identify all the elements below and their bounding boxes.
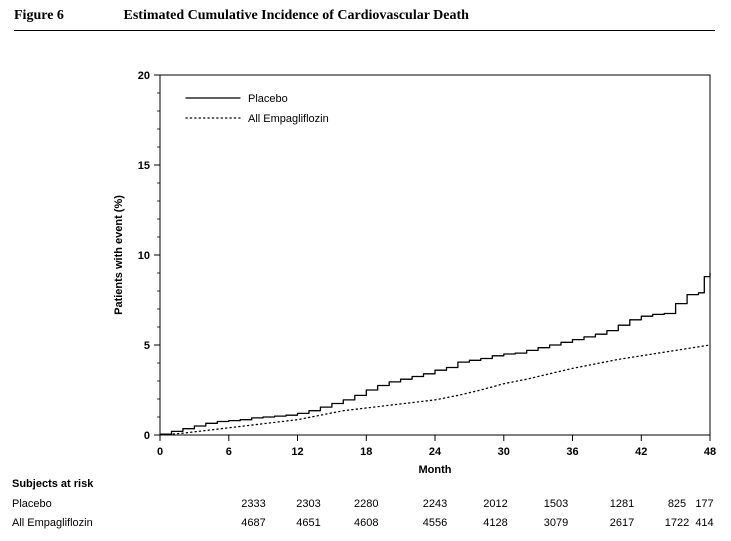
x-tick-label: 30	[498, 446, 510, 458]
legend-label-all-empagliflozin: All Empagliflozin	[248, 113, 329, 125]
y-tick-label: 5	[144, 340, 150, 352]
risk-row-label-all-empagliflozin: All Empagliflozin	[12, 517, 93, 529]
risk-value: 1503	[544, 498, 568, 510]
y-tick-label: 0	[144, 430, 150, 442]
risk-value: 2012	[483, 498, 507, 510]
risk-value: 2243	[423, 498, 447, 510]
risk-row-label-placebo: Placebo	[12, 498, 52, 510]
risk-value: 4651	[296, 517, 320, 529]
figure-header: Figure 6 Estimated Cumulative Incidence …	[14, 8, 715, 31]
x-tick-label: 36	[566, 446, 578, 458]
risk-value: 2333	[241, 498, 265, 510]
y-axis-title: Patients with event (%)	[113, 195, 125, 315]
x-tick-label: 12	[291, 446, 303, 458]
x-tick-label: 24	[429, 446, 442, 458]
risk-value: 2617	[610, 517, 634, 529]
risk-value: 177	[695, 498, 713, 510]
y-tick-label: 20	[138, 70, 150, 82]
x-tick-label: 0	[157, 446, 163, 458]
x-tick-label: 48	[704, 446, 716, 458]
risk-value: 4608	[354, 517, 378, 529]
plot-frame	[159, 74, 711, 436]
risk-value: 4687	[241, 517, 265, 529]
x-tick-label: 18	[360, 446, 372, 458]
x-axis-title: Month	[419, 464, 452, 476]
series-line-all-empagliflozin	[159, 344, 711, 436]
risk-value: 1281	[610, 498, 634, 510]
risk-value: 2280	[354, 498, 378, 510]
series-line-placebo	[159, 272, 711, 435]
y-tick-label: 10	[138, 250, 150, 262]
risk-value: 1722	[665, 517, 689, 529]
risk-value: 4128	[483, 517, 507, 529]
risk-table-title: Subjects at risk	[12, 478, 94, 490]
risk-value: 3079	[544, 517, 568, 529]
figure-title: Estimated Cumulative Incidence of Cardio…	[123, 8, 469, 23]
legend-label-placebo: Placebo	[248, 93, 288, 105]
risk-value: 825	[668, 498, 686, 510]
figure-label: Figure 6	[14, 8, 64, 23]
risk-value: 2303	[296, 498, 320, 510]
y-tick-label: 15	[138, 160, 150, 172]
risk-value: 414	[695, 517, 713, 529]
risk-value: 4556	[423, 517, 447, 529]
x-tick-label: 6	[226, 446, 232, 458]
x-tick-label: 42	[635, 446, 647, 458]
